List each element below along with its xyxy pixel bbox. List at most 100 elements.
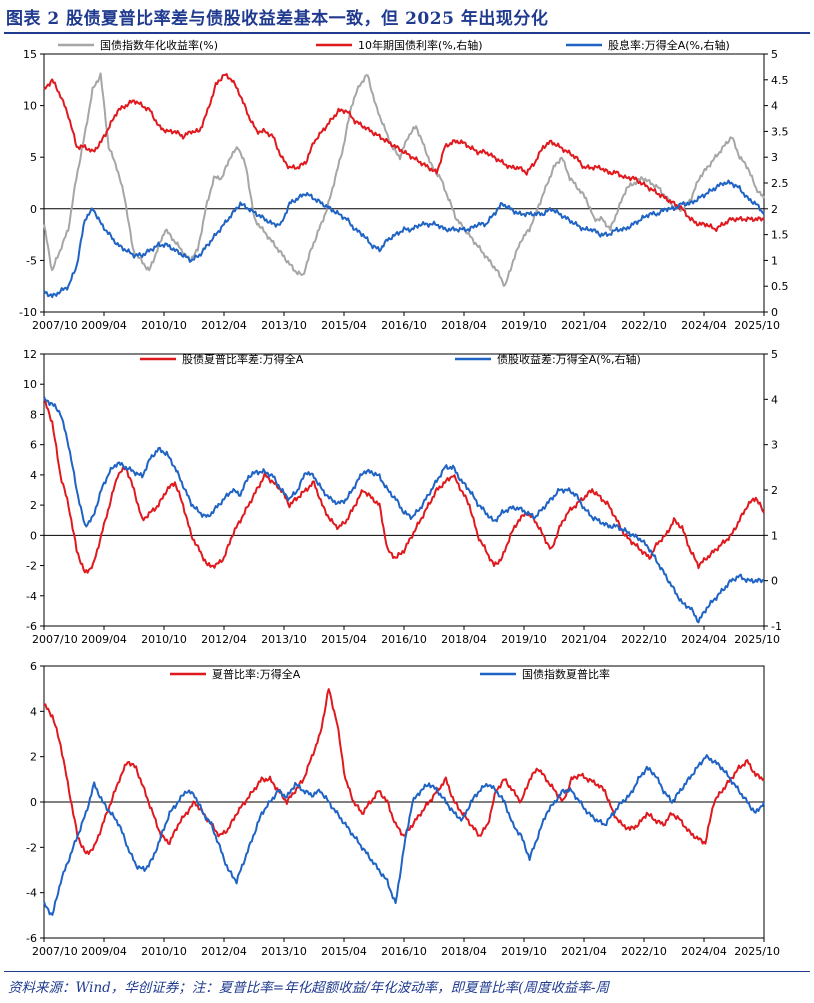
y-right-tick-label: 0.5 (771, 280, 789, 293)
x-tick-label: 2022/10 (621, 319, 667, 332)
title-rule (4, 32, 810, 34)
legend-label-1: 股债夏普比率差:万得全A (182, 352, 304, 366)
y-left-tick-label: 0 (30, 203, 37, 216)
series-line-2 (43, 754, 765, 916)
x-tick-label: 2009/04 (81, 319, 127, 332)
series-line-1 (43, 688, 765, 855)
legend-label-2: 国债指数夏普比率 (522, 667, 610, 681)
figure-title: 图表 2 股债夏普比率差与债股收益差基本一致，但 2025 年出现分化 (6, 9, 549, 29)
y-right-tick-label: 3.5 (771, 125, 789, 138)
y-right-tick-label: 1 (771, 529, 778, 542)
plot-frame (43, 353, 765, 627)
x-tick-label: 2018/04 (441, 945, 487, 958)
legend-label-1: 国债指数年化收益率(%) (100, 38, 218, 52)
x-tick-label: 2024/04 (681, 945, 727, 958)
x-tick-label: 2019/10 (501, 633, 547, 646)
x-tick-label: 2015/04 (321, 319, 367, 332)
source-footer: 资料来源：Wind，华创证券；注：夏普比率=年化超额收益/年化波动率，即夏普比率… (8, 980, 609, 996)
x-tick-label: 2019/10 (501, 319, 547, 332)
x-tick-label: 2007/10 (32, 319, 78, 332)
y-right-tick-label: 4 (771, 393, 778, 406)
y-right-tick-label: 2 (771, 203, 778, 216)
y-right-tick-label: 0 (771, 306, 778, 319)
y-left-tick-label: 2 (30, 499, 37, 512)
y-right-tick-label: 3 (771, 439, 778, 452)
x-tick-label: 2016/10 (381, 319, 427, 332)
x-tick-label: 2010/10 (141, 319, 187, 332)
y-right-tick-label: 1.5 (771, 229, 789, 242)
y-left-tick-label: 6 (30, 660, 37, 673)
y-left-tick-label: 4 (30, 705, 37, 718)
y-left-tick-label: 0 (30, 529, 37, 542)
x-tick-label: 2012/04 (201, 319, 247, 332)
x-tick-label: 2007/10 (32, 633, 78, 646)
y-right-tick-label: 4 (771, 100, 778, 113)
y-right-tick-label: 0 (771, 575, 778, 588)
y-left-tick-label: -4 (26, 590, 37, 603)
y-left-tick-label: 0 (30, 796, 37, 809)
y-right-tick-label: 4.5 (771, 74, 789, 87)
legend-label-2: 10年期国债利率(%,右轴) (358, 38, 483, 52)
y-left-tick-label: -6 (26, 620, 37, 633)
legend-label-2: 债股收益差:万得全A(%,右轴) (497, 352, 641, 366)
series-line-2 (43, 73, 765, 233)
x-tick-label: 2022/10 (621, 633, 667, 646)
x-tick-label: 2009/04 (81, 633, 127, 646)
series-line-3 (43, 179, 765, 299)
series-line-1 (43, 398, 765, 574)
y-left-tick-label: -2 (26, 560, 37, 573)
x-tick-label: 2013/10 (261, 945, 307, 958)
x-tick-label: 2025/10 (734, 633, 780, 646)
footer-rule (4, 971, 810, 972)
x-tick-label: 2013/10 (261, 633, 307, 646)
y-left-tick-label: -10 (19, 306, 37, 319)
x-tick-label: 2024/04 (681, 319, 727, 332)
y-left-tick-label: 15 (23, 48, 37, 61)
y-right-tick-label: 2 (771, 484, 778, 497)
x-tick-label: 2025/10 (734, 319, 780, 332)
chart-panel-1: -10 -5 0 5 10 15 0 0.5 1 1.5 2 2.5 3 3.5 4 4.5 5 2007/10 2… (0, 36, 814, 342)
x-tick-label: 2021/04 (561, 633, 607, 646)
x-tick-label: 2012/04 (201, 945, 247, 958)
y-left-tick-label: 8 (30, 408, 37, 421)
y-left-tick-label: 10 (23, 100, 37, 113)
x-tick-label: 2016/10 (381, 633, 427, 646)
y-left-tick-label: 4 (30, 469, 37, 482)
x-tick-label: 2007/10 (32, 945, 78, 958)
y-right-tick-label: 5 (771, 348, 778, 361)
x-tick-label: 2019/10 (501, 945, 547, 958)
x-tick-label: 2018/04 (441, 633, 487, 646)
series-line-1 (43, 72, 765, 287)
x-tick-label: 2015/04 (321, 945, 367, 958)
y-right-tick-label: -1 (771, 620, 782, 633)
x-tick-label: 2025/10 (734, 945, 780, 958)
y-left-tick-label: -5 (26, 254, 37, 267)
y-right-tick-label: 1 (771, 254, 778, 267)
y-right-tick-label: 5 (771, 48, 778, 61)
x-tick-label: 2021/04 (561, 945, 607, 958)
y-left-tick-label: 5 (30, 151, 37, 164)
y-left-tick-label: 6 (30, 439, 37, 452)
y-left-tick-label: 2 (30, 751, 37, 764)
x-tick-label: 2010/10 (141, 945, 187, 958)
x-tick-label: 2013/10 (261, 319, 307, 332)
y-left-tick-label: -6 (26, 932, 37, 945)
y-left-tick-label: 12 (23, 348, 37, 361)
y-left-tick-label: -2 (26, 841, 37, 854)
x-tick-label: 2012/04 (201, 633, 247, 646)
x-tick-label: 2018/04 (441, 319, 487, 332)
y-left-tick-label: 10 (23, 378, 37, 391)
series-line-2 (43, 396, 765, 624)
x-tick-label: 2021/04 (561, 319, 607, 332)
chart-3-svg: -6 -4 -2 0 2 4 6 2007/10 2009/04 2010/10 2012/04 20… (26, 660, 780, 958)
y-right-tick-label: 3 (771, 151, 778, 164)
x-tick-label: 2016/10 (381, 945, 427, 958)
chart-panel-3: -6 -4 -2 0 2 4 6 2007/10 2009/04 2010/10 2012/04 20… (0, 654, 814, 966)
x-tick-label: 2009/04 (81, 945, 127, 958)
x-tick-label: 2022/10 (621, 945, 667, 958)
plot-frame (43, 53, 765, 313)
chart-panel-2: -6 -4 -2 0 2 4 6 8 10 12 -1 0 1 2 3 4 5 2007/10 2009/04 201… (0, 342, 814, 654)
x-tick-label: 2010/10 (141, 633, 187, 646)
x-tick-label: 2024/04 (681, 633, 727, 646)
